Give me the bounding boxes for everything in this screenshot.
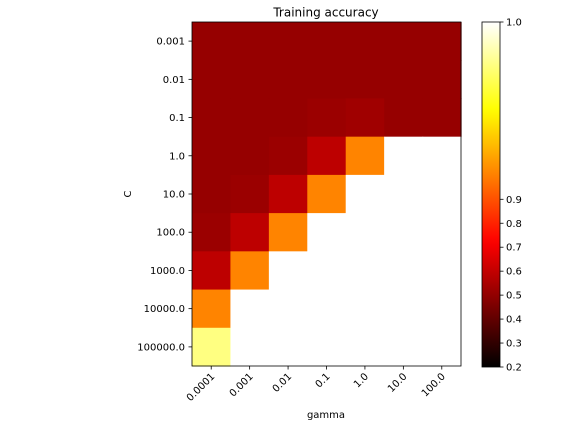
y-tick-label: 1.0 bbox=[169, 151, 185, 162]
heatmap-cell bbox=[422, 251, 462, 291]
heatmap-cell bbox=[384, 98, 424, 138]
heatmap-cell bbox=[384, 327, 424, 367]
colorbar-tick-label: 0.7 bbox=[506, 243, 522, 254]
x-tick-label: 0.0001 bbox=[185, 371, 218, 404]
y-tick-label: 1000.0 bbox=[150, 266, 185, 277]
heatmap-cell bbox=[192, 136, 232, 176]
heatmap-cell bbox=[345, 22, 385, 61]
heatmap-cell bbox=[384, 60, 424, 100]
heatmap-cell bbox=[192, 98, 232, 138]
heatmap-cell bbox=[192, 22, 232, 61]
heatmap-cell bbox=[307, 136, 347, 176]
heatmap-cell bbox=[307, 289, 347, 329]
heatmap-cell bbox=[268, 174, 308, 214]
colorbar-ticks: 0.2 0.3 0.4 0.5 0.6 0.7 0.8 0.9 1.0 bbox=[500, 18, 522, 374]
x-tick-label: 10.0 bbox=[386, 371, 410, 395]
heatmap-cell bbox=[384, 213, 424, 252]
heatmap-cell bbox=[230, 251, 270, 291]
y-tick-label: 10.0 bbox=[163, 190, 185, 201]
chart-title: Training accuracy bbox=[272, 6, 378, 20]
heatmap-cell bbox=[268, 251, 308, 291]
heatmap-cell bbox=[345, 98, 385, 138]
heatmap-cell bbox=[345, 213, 385, 252]
heatmap-cells bbox=[192, 22, 462, 367]
colorbar-tick-label: 0.5 bbox=[506, 291, 522, 302]
heatmap-cell bbox=[422, 174, 462, 214]
heatmap-cell bbox=[230, 174, 270, 214]
heatmap-cell bbox=[268, 98, 308, 138]
heatmap-cell bbox=[307, 251, 347, 291]
y-tick-label: 100000.0 bbox=[137, 342, 185, 353]
heatmap-cell bbox=[192, 327, 232, 367]
heatmap-cell bbox=[268, 22, 308, 61]
heatmap-cell bbox=[268, 327, 308, 367]
heatmap-cell bbox=[268, 60, 308, 100]
y-tick-label: 0.01 bbox=[163, 75, 185, 86]
heatmap-cell bbox=[422, 327, 462, 367]
heatmap-cell bbox=[192, 174, 232, 214]
heatmap-cell bbox=[192, 60, 232, 100]
heatmap-cell bbox=[345, 136, 385, 176]
colorbar-tick-label: 0.9 bbox=[506, 195, 522, 206]
heatmap-cell bbox=[384, 136, 424, 176]
heatmap-cell bbox=[307, 213, 347, 252]
x-tick-label: 1.0 bbox=[352, 371, 371, 390]
colorbar-tick-label: 1.0 bbox=[506, 18, 522, 29]
y-tick-label: 0.001 bbox=[156, 37, 185, 48]
heatmap-cell bbox=[307, 327, 347, 367]
colorbar bbox=[482, 22, 500, 367]
x-axis-label: gamma bbox=[307, 410, 345, 421]
heatmap-cell bbox=[192, 289, 232, 329]
heatmap-cell bbox=[268, 136, 308, 176]
heatmap-cell bbox=[230, 22, 270, 61]
y-axis-ticks: 0.001 0.01 0.1 1.0 10.0 100.0 1000.0 10000.0 100… bbox=[137, 37, 192, 353]
colorbar-tick-label: 0.8 bbox=[506, 219, 522, 230]
heatmap-cell bbox=[345, 289, 385, 329]
heatmap-cell bbox=[422, 22, 462, 61]
heatmap-cell bbox=[230, 60, 270, 100]
x-axis-ticks: 0.0001 0.001 0.01 0.1 1.0 10.0 100.0 bbox=[185, 366, 448, 404]
y-tick-label: 0.1 bbox=[169, 113, 185, 124]
heatmap-cell bbox=[384, 22, 424, 61]
heatmap-cell bbox=[345, 251, 385, 291]
heatmap-cell bbox=[422, 136, 462, 176]
y-axis-label: C bbox=[123, 190, 134, 197]
heatmap-cell bbox=[345, 60, 385, 100]
heatmap-cell bbox=[345, 174, 385, 214]
colorbar-frame bbox=[481, 21, 501, 368]
heatmap-cell bbox=[192, 213, 232, 252]
heatmap-cell bbox=[422, 289, 462, 329]
heatmap-cell bbox=[230, 213, 270, 252]
heatmap-cell bbox=[422, 98, 462, 138]
heatmap-cell bbox=[422, 60, 462, 100]
heatmap-cell bbox=[307, 98, 347, 138]
colorbar-tick-label: 0.2 bbox=[506, 363, 522, 374]
heatmap-cell bbox=[384, 174, 424, 214]
x-tick-label: 0.1 bbox=[314, 371, 333, 390]
heatmap-cell bbox=[307, 60, 347, 100]
heatmap-cell bbox=[384, 289, 424, 329]
y-tick-label: 100.0 bbox=[156, 228, 185, 239]
heatmap-cell bbox=[345, 327, 385, 367]
colorbar-tick-label: 0.4 bbox=[506, 315, 522, 326]
x-tick-label: 0.001 bbox=[228, 371, 256, 399]
x-tick-label: 0.01 bbox=[271, 371, 295, 395]
heatmap-cell bbox=[307, 174, 347, 214]
x-tick-label: 100.0 bbox=[420, 371, 448, 399]
heatmap-cell bbox=[268, 213, 308, 252]
heatmap-cell bbox=[230, 289, 270, 329]
colorbar-tick-label: 0.3 bbox=[506, 339, 522, 350]
y-tick-label: 10000.0 bbox=[144, 304, 185, 315]
heatmap-cell bbox=[230, 98, 270, 138]
heatmap-cell bbox=[268, 289, 308, 329]
heatmap-cell bbox=[307, 22, 347, 61]
heatmap-cell bbox=[230, 136, 270, 176]
heatmap-cell bbox=[230, 327, 270, 367]
heatmap-cell bbox=[384, 251, 424, 291]
heatmap-cell bbox=[422, 213, 462, 252]
colorbar-tick-label: 0.6 bbox=[506, 267, 522, 278]
heatmap-cell bbox=[192, 251, 232, 291]
